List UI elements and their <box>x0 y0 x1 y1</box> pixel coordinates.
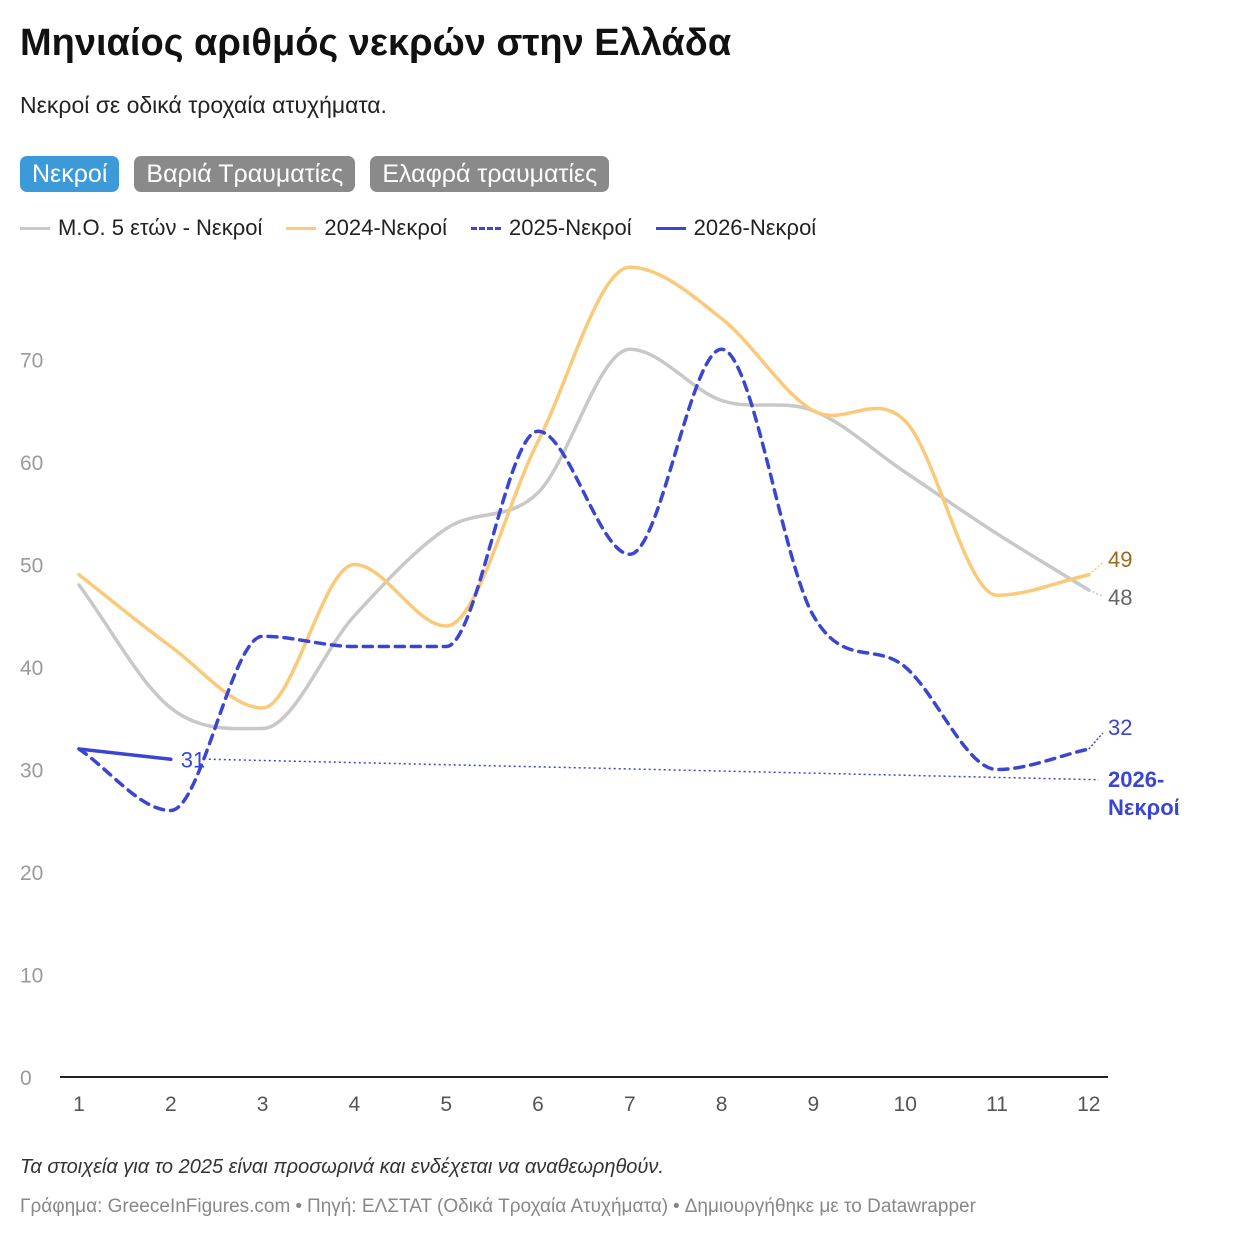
x-tick-label: 9 <box>808 1093 820 1116</box>
x-tick-label: 7 <box>624 1093 636 1116</box>
x-tick-label: 6 <box>532 1093 544 1116</box>
y-tick-label: 40 <box>20 657 43 680</box>
x-tick-label: 5 <box>440 1093 452 1116</box>
y-tick-label: 30 <box>20 760 43 783</box>
legend-label-2024: 2024-Νεκροί <box>324 215 447 240</box>
footer-sep-1: • <box>295 1196 302 1217</box>
x-tick-label: 10 <box>894 1093 917 1116</box>
footer-sep-2: • <box>673 1196 680 1217</box>
end-label-avg: 48 <box>1108 585 1132 610</box>
series-line-y2026 <box>77 747 173 761</box>
legend-swatch-avg <box>20 226 50 230</box>
chart-note: Τα στοιχεία για το 2025 είναι προσωρινά … <box>20 1156 664 1178</box>
metric-tabs: Νεκροί Βαριά Τραυματίες Ελαφρά τραυματίε… <box>20 156 610 192</box>
end-connector-avg <box>1088 589 1104 597</box>
x-tick-label: 3 <box>257 1093 269 1116</box>
chart-title: Μηνιαίος αριθμός νεκρών στην Ελλάδα <box>20 22 732 64</box>
legend-label-avg: Μ.Ο. 5 ετών - Νεκροί <box>58 215 263 240</box>
x-tick-label: 1 <box>73 1093 85 1116</box>
y-tick-label: 0 <box>20 1067 32 1090</box>
x-tick-label: 2 <box>165 1093 177 1116</box>
y-tick-label: 10 <box>20 965 43 988</box>
end-connector-y2025 <box>1088 732 1104 750</box>
legend-label-2026: 2026-Νεκροί <box>693 215 817 240</box>
series-line-y2025 <box>77 347 1091 813</box>
chart-subtitle: Νεκροί σε οδικά τροχαία ατυχήματα. <box>20 92 387 118</box>
footer-source: Πηγή: ΕΛΣΤΑΤ (Οδικά Τροχαία Ατυχήματα) <box>306 1196 669 1217</box>
legend-swatch-2025 <box>470 226 501 230</box>
trend-line-2026 <box>208 758 1099 781</box>
legend-item-2026: 2026-Νεκροί <box>655 215 817 241</box>
end-label-y2025: 32 <box>1108 715 1132 740</box>
legend-swatch-2026 <box>655 226 686 230</box>
x-tick-label: 8 <box>716 1093 728 1116</box>
y-tick-label: 50 <box>20 555 43 578</box>
legend-item-2025: 2025-Νεκροί <box>470 215 632 241</box>
footer-credit: Γράφημα: GreeceInFigures.com <box>20 1196 291 1217</box>
trend-label-line1: 2026- <box>1108 767 1164 792</box>
footer-made-with: Δημιουργήθηκε με το Datawrapper <box>684 1196 976 1217</box>
x-tick-label: 4 <box>349 1093 361 1116</box>
legend-item-2024: 2024-Νεκροί <box>286 215 447 241</box>
tab-light-injuries[interactable]: Ελαφρά τραυματίες <box>370 156 610 192</box>
legend-swatch-2024 <box>286 226 317 230</box>
chart-footer: Γράφημα: GreeceInFigures.com • Πηγή: ΕΛΣΤΑ… <box>20 1196 976 1218</box>
tab-serious-injuries[interactable]: Βαριά Τραυματίες <box>134 156 356 192</box>
x-tick-label: 12 <box>1077 1093 1100 1116</box>
end-label-y2026: 31 <box>181 747 205 772</box>
series-line-y2024 <box>77 265 1091 710</box>
end-connector-y2024 <box>1088 562 1104 576</box>
y-tick-label: 70 <box>20 350 43 373</box>
x-tick-label: 11 <box>986 1093 1008 1116</box>
legend-item-avg: Μ.Ο. 5 ετών - Νεκροί <box>20 215 262 241</box>
end-label-y2024: 49 <box>1108 547 1132 572</box>
series-line-avg <box>77 347 1091 731</box>
tab-deaths[interactable]: Νεκροί <box>20 156 120 192</box>
legend-label-2025: 2025-Νεκροί <box>508 215 632 240</box>
chart-legend: Μ.Ο. 5 ετών - Νεκροί 2024-Νεκροί 2025-Νε… <box>20 215 816 241</box>
y-tick-label: 60 <box>20 452 43 475</box>
y-tick-label: 20 <box>20 862 43 885</box>
trend-label-line2: Νεκροί <box>1108 795 1180 820</box>
